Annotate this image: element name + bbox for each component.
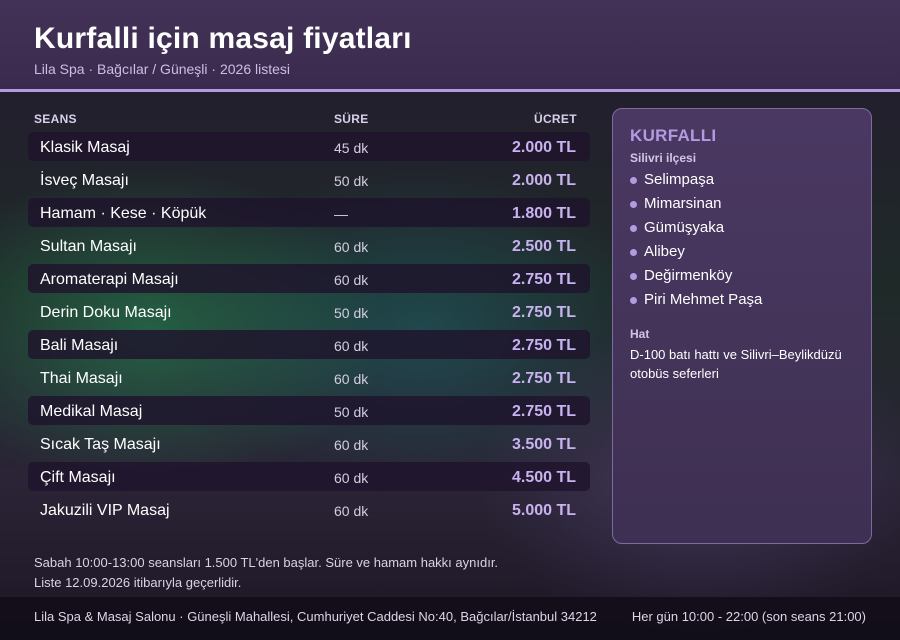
service-duration: 60 dk [334,272,369,288]
price-row: Thai Masajı 60 dk 2.750 TL [28,363,590,392]
page-title: Kurfalli için masaj fiyatları [34,22,412,55]
service-duration: 50 dk [334,305,369,321]
price-row: Sıcak Taş Masajı 60 dk 3.500 TL [28,429,590,458]
service-duration: 60 dk [334,503,369,519]
price-list: Klasik Masaj 45 dk 2.000 TL İsveç Masajı… [28,132,590,528]
district-item: Selimpaşa [630,171,762,195]
district-item: Mimarsinan [630,195,762,219]
bullet-icon [630,273,637,280]
service-price: 2.000 TL [511,139,576,156]
service-price: 2.750 TL [511,370,576,387]
service-duration: 60 dk [334,338,369,354]
service-name: Hamam · Kese · Köpük [40,205,207,222]
service-duration: 50 dk [334,173,369,189]
service-price: 2.750 TL [511,304,576,321]
district-list: Selimpaşa Mimarsinan Gümüşyaka Alibey De… [630,171,762,315]
district-item: Değirmenköy [630,267,762,291]
footer-address: Lila Spa & Masaj Salonu · Güneşli Mahall… [34,609,597,624]
service-price: 1.800 TL [511,205,576,222]
service-duration: 60 dk [334,437,369,453]
service-name: Jakuzili VIP Masaj [40,502,170,519]
route-text: D-100 batı hattı ve Silivri–Beylikdüzü o… [630,347,842,381]
district-name: Mimarsinan [644,195,722,212]
service-duration: 60 dk [334,371,369,387]
district-name: Piri Mehmet Paşa [644,291,763,308]
district-name: Selimpaşa [644,171,715,188]
service-duration: 60 dk [334,470,369,486]
panel-subtitle: Silivri ilçesi [630,151,697,165]
district-item: Piri Mehmet Paşa [630,291,762,315]
price-row: Aromaterapi Masajı 60 dk 2.750 TL [28,264,590,293]
footnote-line: Sabah 10:00-13:00 seansları 1.500 TL'den… [34,555,499,570]
service-price: 3.500 TL [511,436,576,453]
footnote-line: Liste 12.09.2026 itibarıyla geçerlidir. [34,575,242,590]
service-duration: 60 dk [334,239,369,255]
page-subtitle: Lila Spa · Bağcılar / Güneşli · 2026 lis… [34,61,291,77]
service-name: Bali Masajı [40,337,119,354]
bullet-icon [630,177,637,184]
location-panel: KURFALLI Silivri ilçesi Selimpaşa Mimars… [612,108,872,544]
column-header-duration: SÜRE [334,112,369,126]
service-name: Aromaterapi Masajı [40,271,179,288]
panel-title: KURFALLI [630,126,717,145]
price-row: Jakuzili VIP Masaj 60 dk 5.000 TL [28,495,590,524]
route-label: Hat [630,327,650,341]
price-row: Derin Doku Masajı 50 dk 2.750 TL [28,297,590,326]
service-duration: — [334,206,348,222]
column-header-price: ÜCRET [534,112,577,126]
service-name: Klasik Masaj [40,139,130,156]
footer-hours: Her gün 10:00 - 22:00 (son seans 21:00) [631,609,866,624]
price-row: Bali Masajı 60 dk 2.750 TL [28,330,590,359]
footnote: Sabah 10:00-13:00 seansları 1.500 TL'den… [34,553,498,593]
service-price: 2.000 TL [511,172,576,189]
price-row: Hamam · Kese · Köpük — 1.800 TL [28,198,590,227]
service-price: 2.750 TL [511,337,576,354]
district-item: Alibey [630,243,762,267]
column-header-session: SEANS [34,112,77,126]
price-row: İsveç Masajı 50 dk 2.000 TL [28,165,590,194]
service-duration: 45 dk [334,140,369,156]
bullet-icon [630,249,637,256]
service-duration: 50 dk [334,404,369,420]
service-name: Thai Masajı [40,370,123,387]
service-price: 5.000 TL [511,502,576,519]
service-price: 4.500 TL [511,469,576,486]
service-name: Medikal Masaj [40,403,143,420]
service-price: 2.500 TL [511,238,576,255]
bullet-icon [630,297,637,304]
service-price: 2.750 TL [511,403,576,420]
service-name: Derin Doku Masajı [40,304,172,321]
service-price: 2.750 TL [511,271,576,288]
service-name: Çift Masajı [40,469,116,486]
district-name: Değirmenköy [644,267,733,284]
service-name: İsveç Masajı [40,172,129,189]
district-name: Gümüşyaka [644,219,725,236]
price-row: Çift Masajı 60 dk 4.500 TL [28,462,590,491]
price-row: Medikal Masaj 50 dk 2.750 TL [28,396,590,425]
price-row: Klasik Masaj 45 dk 2.000 TL [28,132,590,161]
district-item: Gümüşyaka [630,219,762,243]
bullet-icon [630,201,637,208]
district-name: Alibey [644,243,685,260]
page-footer: Lila Spa & Masaj Salonu · Güneşli Mahall… [0,597,900,640]
bullet-icon [630,225,637,232]
service-name: Sultan Masajı [40,238,137,255]
price-row: Sultan Masajı 60 dk 2.500 TL [28,231,590,260]
page-header: Kurfalli için masaj fiyatları Lila Spa ·… [0,0,900,92]
service-name: Sıcak Taş Masajı [40,436,161,453]
